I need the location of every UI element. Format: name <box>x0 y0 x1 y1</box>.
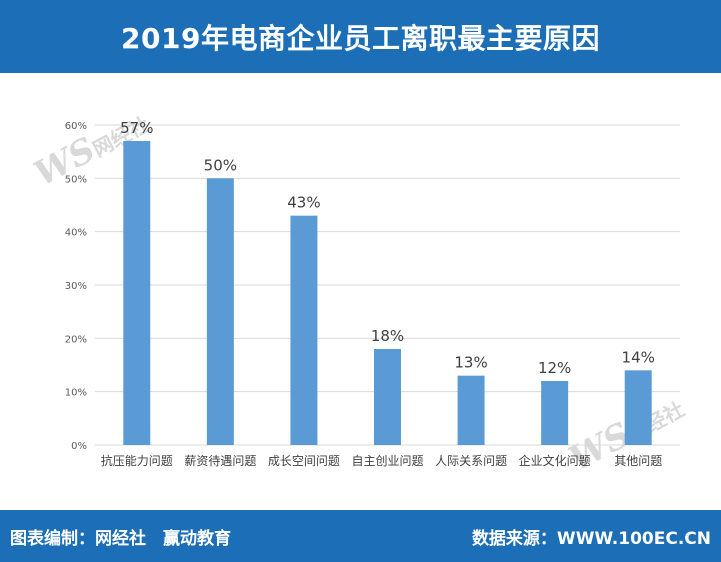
x-tick-label: 自主创业问题 <box>351 454 423 468</box>
x-tick-label: 其他问题 <box>614 454 662 468</box>
data-label: 18% <box>371 327 404 345</box>
chart-title: 2019年电商企业员工离职最主要原因 <box>121 21 600 55</box>
x-tick-label: 薪资待遇问题 <box>184 454 256 468</box>
bar-chart: 0% 10% 20% 30% 40% 50% 60% 57% 抗压能力问题 50% 薪资待遇问题 43… <box>65 119 680 468</box>
y-tick-label: 40% <box>65 228 87 239</box>
bar <box>624 370 652 445</box>
title-banner: 2019年电商企业员工离职最主要原因 <box>0 0 721 73</box>
bar <box>290 215 318 445</box>
data-label: 43% <box>287 194 320 212</box>
data-label: 50% <box>204 156 237 174</box>
y-tick-label: 0% <box>71 441 87 452</box>
bar <box>457 375 485 445</box>
x-tick-label: 企业文化问题 <box>519 453 591 468</box>
data-label: 13% <box>454 354 487 372</box>
data-label: 14% <box>622 348 655 366</box>
footer-banner: 图表编制：网经社 赢动教育 数据来源：WWW.100EC.CN <box>0 510 721 562</box>
compiler-credit: 图表编制：网经社 赢动教育 <box>10 529 231 549</box>
data-label: 12% <box>538 359 571 377</box>
bar <box>123 141 151 445</box>
x-tick-label: 抗压能力问题 <box>101 453 173 468</box>
y-tick-label: 30% <box>65 281 87 292</box>
bar <box>206 178 234 445</box>
chart-area: WS网经社 WS网经社 0% 10% 20% 30% 40% 50% 60% 57% 抗压能力问… <box>0 73 721 510</box>
y-tick-label: 20% <box>65 334 87 345</box>
y-tick-label: 10% <box>65 388 87 399</box>
x-tick-label: 成长空间问题 <box>268 454 340 468</box>
bar <box>541 381 569 445</box>
y-tick-label: 50% <box>65 174 87 185</box>
x-tick-label: 人际关系问题 <box>435 454 507 468</box>
data-source: 数据来源：WWW.100EC.CN <box>471 529 711 549</box>
y-tick-label: 60% <box>65 121 87 132</box>
data-label: 57% <box>120 119 153 137</box>
bar <box>374 349 401 445</box>
